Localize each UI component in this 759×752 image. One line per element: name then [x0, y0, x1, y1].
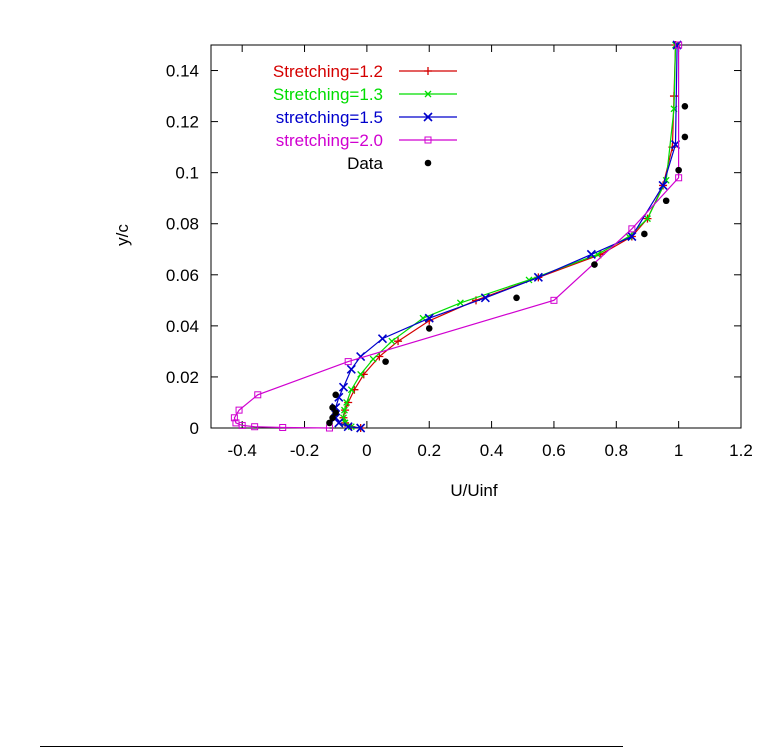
- legend-label: stretching=2.0: [276, 131, 383, 150]
- legend-label: Data: [347, 154, 383, 173]
- series-stretching-1-5: [331, 40, 682, 433]
- data-point: [377, 334, 388, 344]
- data-point: [254, 391, 262, 399]
- series-data: [326, 102, 689, 427]
- y-tick-label: 0.1: [175, 164, 199, 183]
- legend-label: stretching=1.5: [276, 108, 383, 127]
- data-point: [357, 370, 365, 378]
- data-point: [480, 293, 490, 303]
- data-point: [675, 174, 683, 182]
- data-point: [326, 419, 333, 427]
- series-line: [342, 44, 677, 429]
- data-point: [347, 386, 355, 394]
- data-point: [332, 391, 340, 399]
- data-point: [356, 423, 366, 433]
- data-point: [343, 422, 353, 432]
- data-point: [424, 90, 432, 98]
- data-point: [424, 313, 434, 323]
- data-point: [329, 414, 336, 422]
- series-stretching-1-3: [340, 41, 679, 432]
- x-tick-label: 1: [674, 441, 683, 460]
- data-point: [550, 296, 558, 304]
- data-point: [346, 364, 356, 374]
- data-point: [628, 225, 636, 233]
- x-tick-label: 1.2: [729, 441, 753, 460]
- x-tick-label: 0.8: [604, 441, 628, 460]
- x-tick-label: -0.4: [228, 441, 257, 460]
- series-line: [335, 44, 678, 429]
- data-point: [424, 159, 432, 167]
- y-tick-label: 0.12: [166, 113, 199, 132]
- data-point: [394, 337, 403, 346]
- data-point: [369, 355, 377, 363]
- legend-label: Stretching=1.3: [273, 85, 383, 104]
- data-point: [423, 112, 433, 122]
- axis-ticks: -0.4 -0.2 0 0.2 0.4 0.6 0.8 1 1.2 0 0.02 0.04 0.06 0.…: [166, 45, 753, 460]
- y-tick-label: 0.08: [166, 215, 199, 234]
- series-stretching-2-0: [230, 41, 683, 432]
- data-point: [424, 67, 432, 75]
- series-line: [233, 45, 680, 429]
- data-point: [425, 325, 433, 332]
- x-tick-label: 0: [362, 441, 371, 460]
- data-point: [675, 166, 682, 174]
- data-point: [251, 423, 259, 431]
- data-point: [662, 197, 670, 205]
- data-point: [388, 337, 396, 345]
- data-point: [279, 423, 287, 431]
- data-series: [230, 40, 689, 433]
- legend-label: Stretching=1.2: [273, 62, 383, 81]
- plot-frame: [210, 44, 742, 429]
- legend: Stretching=1.2 Stretching=1.3 stretching=1…: [273, 62, 457, 173]
- data-point: [681, 102, 689, 110]
- data-point: [533, 272, 543, 282]
- data-point: [681, 133, 689, 141]
- data-point: [340, 406, 348, 414]
- series-line: [342, 44, 677, 429]
- data-point: [230, 414, 238, 422]
- x-tick-label: 0.2: [417, 441, 441, 460]
- y-tick-label: 0.04: [166, 317, 199, 336]
- data-point: [644, 215, 651, 223]
- data-point: [329, 404, 336, 411]
- y-tick-label: 0.06: [166, 266, 199, 285]
- data-point: [586, 249, 596, 259]
- data-point: [235, 406, 243, 414]
- y-tick-label: 0.02: [166, 368, 199, 387]
- plot-area: [210, 44, 742, 429]
- data-point: [513, 294, 520, 302]
- data-point: [382, 358, 389, 365]
- data-point: [591, 261, 598, 268]
- x-tick-label: -0.2: [290, 441, 319, 460]
- data-point: [338, 382, 349, 392]
- data-point: [641, 230, 648, 238]
- y-tick-label: 0: [190, 419, 199, 438]
- footer-rule: [40, 746, 623, 747]
- data-point: [658, 180, 668, 190]
- data-point: [334, 418, 344, 428]
- x-axis-label: U/Uinf: [450, 481, 498, 500]
- data-point: [344, 358, 352, 366]
- data-point: [675, 41, 683, 49]
- data-point: [424, 136, 432, 144]
- y-axis-label: y/c: [113, 224, 132, 246]
- data-point: [343, 399, 351, 406]
- x-tick-label: 0.4: [480, 441, 504, 460]
- data-point: [627, 231, 637, 242]
- x-tick-label: 0.6: [542, 441, 566, 460]
- data-point: [332, 409, 340, 416]
- data-point: [232, 419, 240, 427]
- y-tick-label: 0.14: [166, 62, 199, 81]
- data-point: [456, 299, 464, 307]
